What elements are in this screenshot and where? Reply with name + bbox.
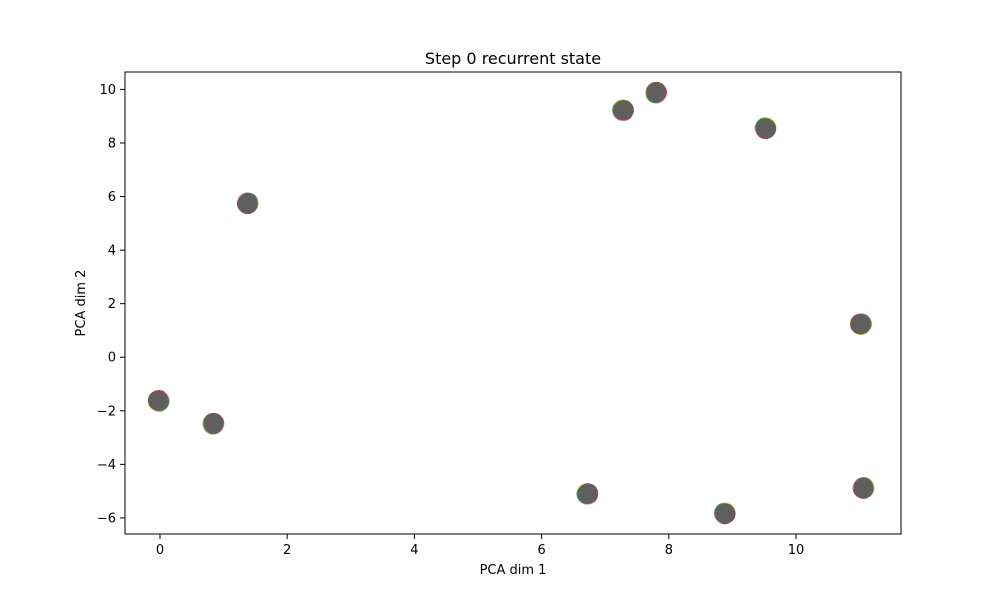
y-tick-label: −6 bbox=[97, 511, 116, 526]
data-point-marker bbox=[237, 193, 258, 214]
data-point-marker bbox=[613, 100, 634, 121]
data-point bbox=[713, 502, 736, 525]
y-tick-label: 0 bbox=[108, 351, 116, 366]
data-point bbox=[645, 81, 668, 104]
x-tick-label: 8 bbox=[665, 543, 673, 558]
x-tick-label: 10 bbox=[788, 543, 805, 558]
data-point bbox=[147, 390, 170, 412]
data-point-marker bbox=[148, 390, 169, 411]
y-tick-label: 6 bbox=[108, 190, 116, 205]
x-axis: 0 2 4 6 8 10 bbox=[156, 534, 804, 558]
data-point-marker bbox=[755, 118, 776, 139]
data-point-marker bbox=[203, 413, 224, 434]
x-tick-label: 2 bbox=[283, 543, 291, 558]
data-point bbox=[576, 482, 599, 505]
y-tick-label: 2 bbox=[108, 297, 116, 312]
data-point bbox=[612, 99, 634, 122]
data-point bbox=[852, 477, 875, 499]
y-tick-label: 10 bbox=[99, 83, 116, 98]
y-tick-label: −2 bbox=[97, 404, 116, 419]
y-tick-label: 4 bbox=[108, 244, 116, 259]
x-tick-label: 4 bbox=[410, 543, 418, 558]
x-axis-label: PCA dim 1 bbox=[480, 563, 547, 578]
data-point bbox=[202, 412, 225, 435]
data-point bbox=[850, 313, 872, 335]
y-axis-label: PCA dim 2 bbox=[74, 270, 89, 337]
data-point bbox=[754, 117, 777, 140]
data-point-marker bbox=[850, 314, 871, 335]
scatter-points bbox=[147, 81, 875, 525]
data-point bbox=[236, 192, 259, 215]
data-point-marker bbox=[853, 477, 874, 498]
y-tick-label: 8 bbox=[108, 136, 116, 151]
y-axis: −6 −4 −2 0 2 4 6 8 10 bbox=[97, 83, 125, 526]
x-tick-label: 0 bbox=[156, 543, 164, 558]
chart-title: Step 0 recurrent state bbox=[425, 49, 601, 68]
data-point-marker bbox=[577, 483, 598, 504]
x-tick-label: 6 bbox=[537, 543, 545, 558]
data-point-marker bbox=[714, 503, 735, 524]
plot-area-frame bbox=[124, 71, 902, 535]
y-tick-label: −4 bbox=[97, 458, 116, 473]
data-point-marker bbox=[646, 82, 667, 103]
